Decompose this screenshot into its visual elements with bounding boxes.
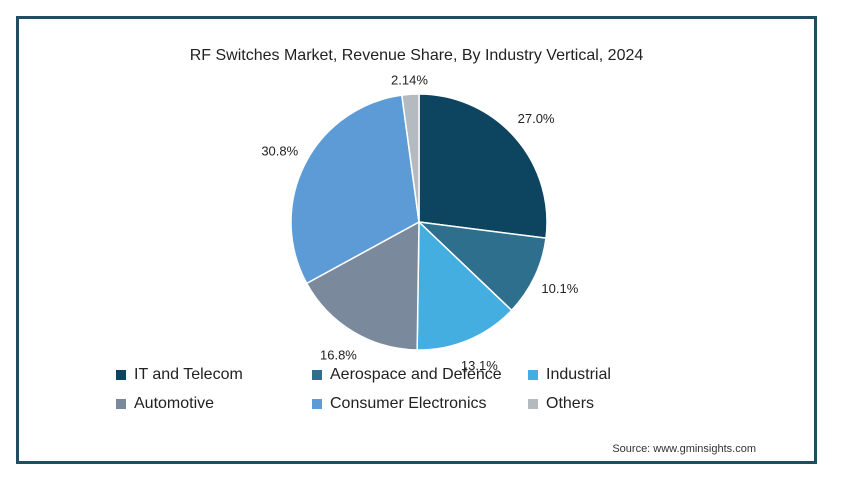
legend-label: IT and Telecom [134, 366, 243, 383]
pie-slice-it-and-telecom [418, 93, 548, 240]
legend-swatch [116, 370, 126, 380]
legend-item-others: Others [528, 395, 594, 413]
legend-swatch [312, 370, 322, 380]
data-label-consumer-electronics: 30.8% [261, 144, 298, 159]
legend-item-it-and-telecom: IT and Telecom [116, 366, 243, 384]
legend-swatch [312, 399, 322, 409]
legend-item-automotive: Automotive [116, 395, 214, 413]
legend-item-industrial: Industrial [528, 366, 611, 384]
legend-label: Aerospace and Defence [330, 366, 502, 383]
legend-label: Industrial [546, 366, 611, 383]
legend-item-consumer-electronics: Consumer Electronics [312, 395, 487, 413]
chart-source: Source: www.gminsights.com [612, 443, 756, 455]
pie-slice-aerospace-and-defence [416, 220, 547, 312]
chart-title: RF Switches Market, Revenue Share, By In… [189, 47, 644, 64]
legend-item-aerospace-and-defence: Aerospace and Defence [312, 366, 502, 384]
pie-slice-others [400, 93, 420, 223]
legend-label: Others [546, 395, 595, 412]
legend-swatch [116, 399, 126, 409]
pie-slice-automotive [305, 220, 420, 351]
legend-swatch [528, 399, 538, 409]
legend-swatch [528, 370, 538, 380]
legend-label: Consumer Electronics [330, 395, 487, 412]
data-label-others: 2.14% [391, 72, 428, 87]
pie-slice-consumer-electronics [290, 94, 420, 285]
data-label-it-and-telecom: 27.0% [518, 111, 555, 126]
legend-label: Automotive [134, 395, 215, 412]
data-label-automotive: 16.8% [320, 348, 357, 363]
data-label-industrial: 13.1% [461, 358, 498, 373]
data-label-aerospace-and-defence: 10.1% [541, 281, 578, 296]
pie-slice-industrial [416, 220, 513, 351]
